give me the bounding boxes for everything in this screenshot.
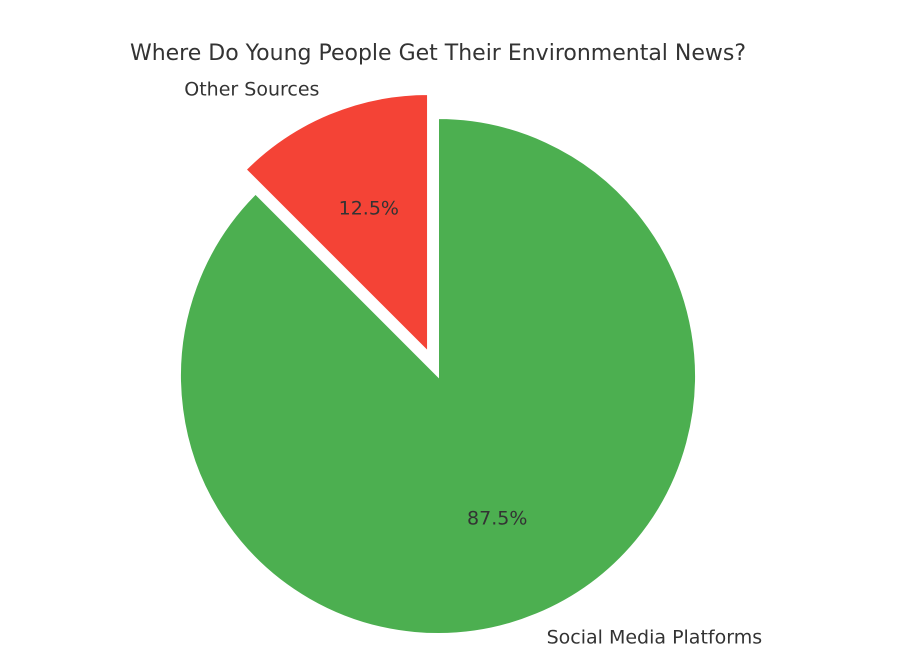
pie-slice-other-sources [244, 92, 430, 355]
slice-category-label: Other Sources [184, 78, 319, 100]
slice-category-label: Social Media Platforms [547, 627, 763, 649]
slice-percent-label: 87.5% [467, 508, 527, 530]
pie-labels: 12.5% Other Sources 87.5% Social Media Plat… [184, 78, 762, 648]
pie-slice-social-media-platforms [179, 116, 697, 635]
pie-slices [179, 92, 697, 635]
slice-percent-label: 12.5% [339, 197, 399, 219]
chart-title: Where Do Young People Get Their Environm… [130, 41, 746, 66]
